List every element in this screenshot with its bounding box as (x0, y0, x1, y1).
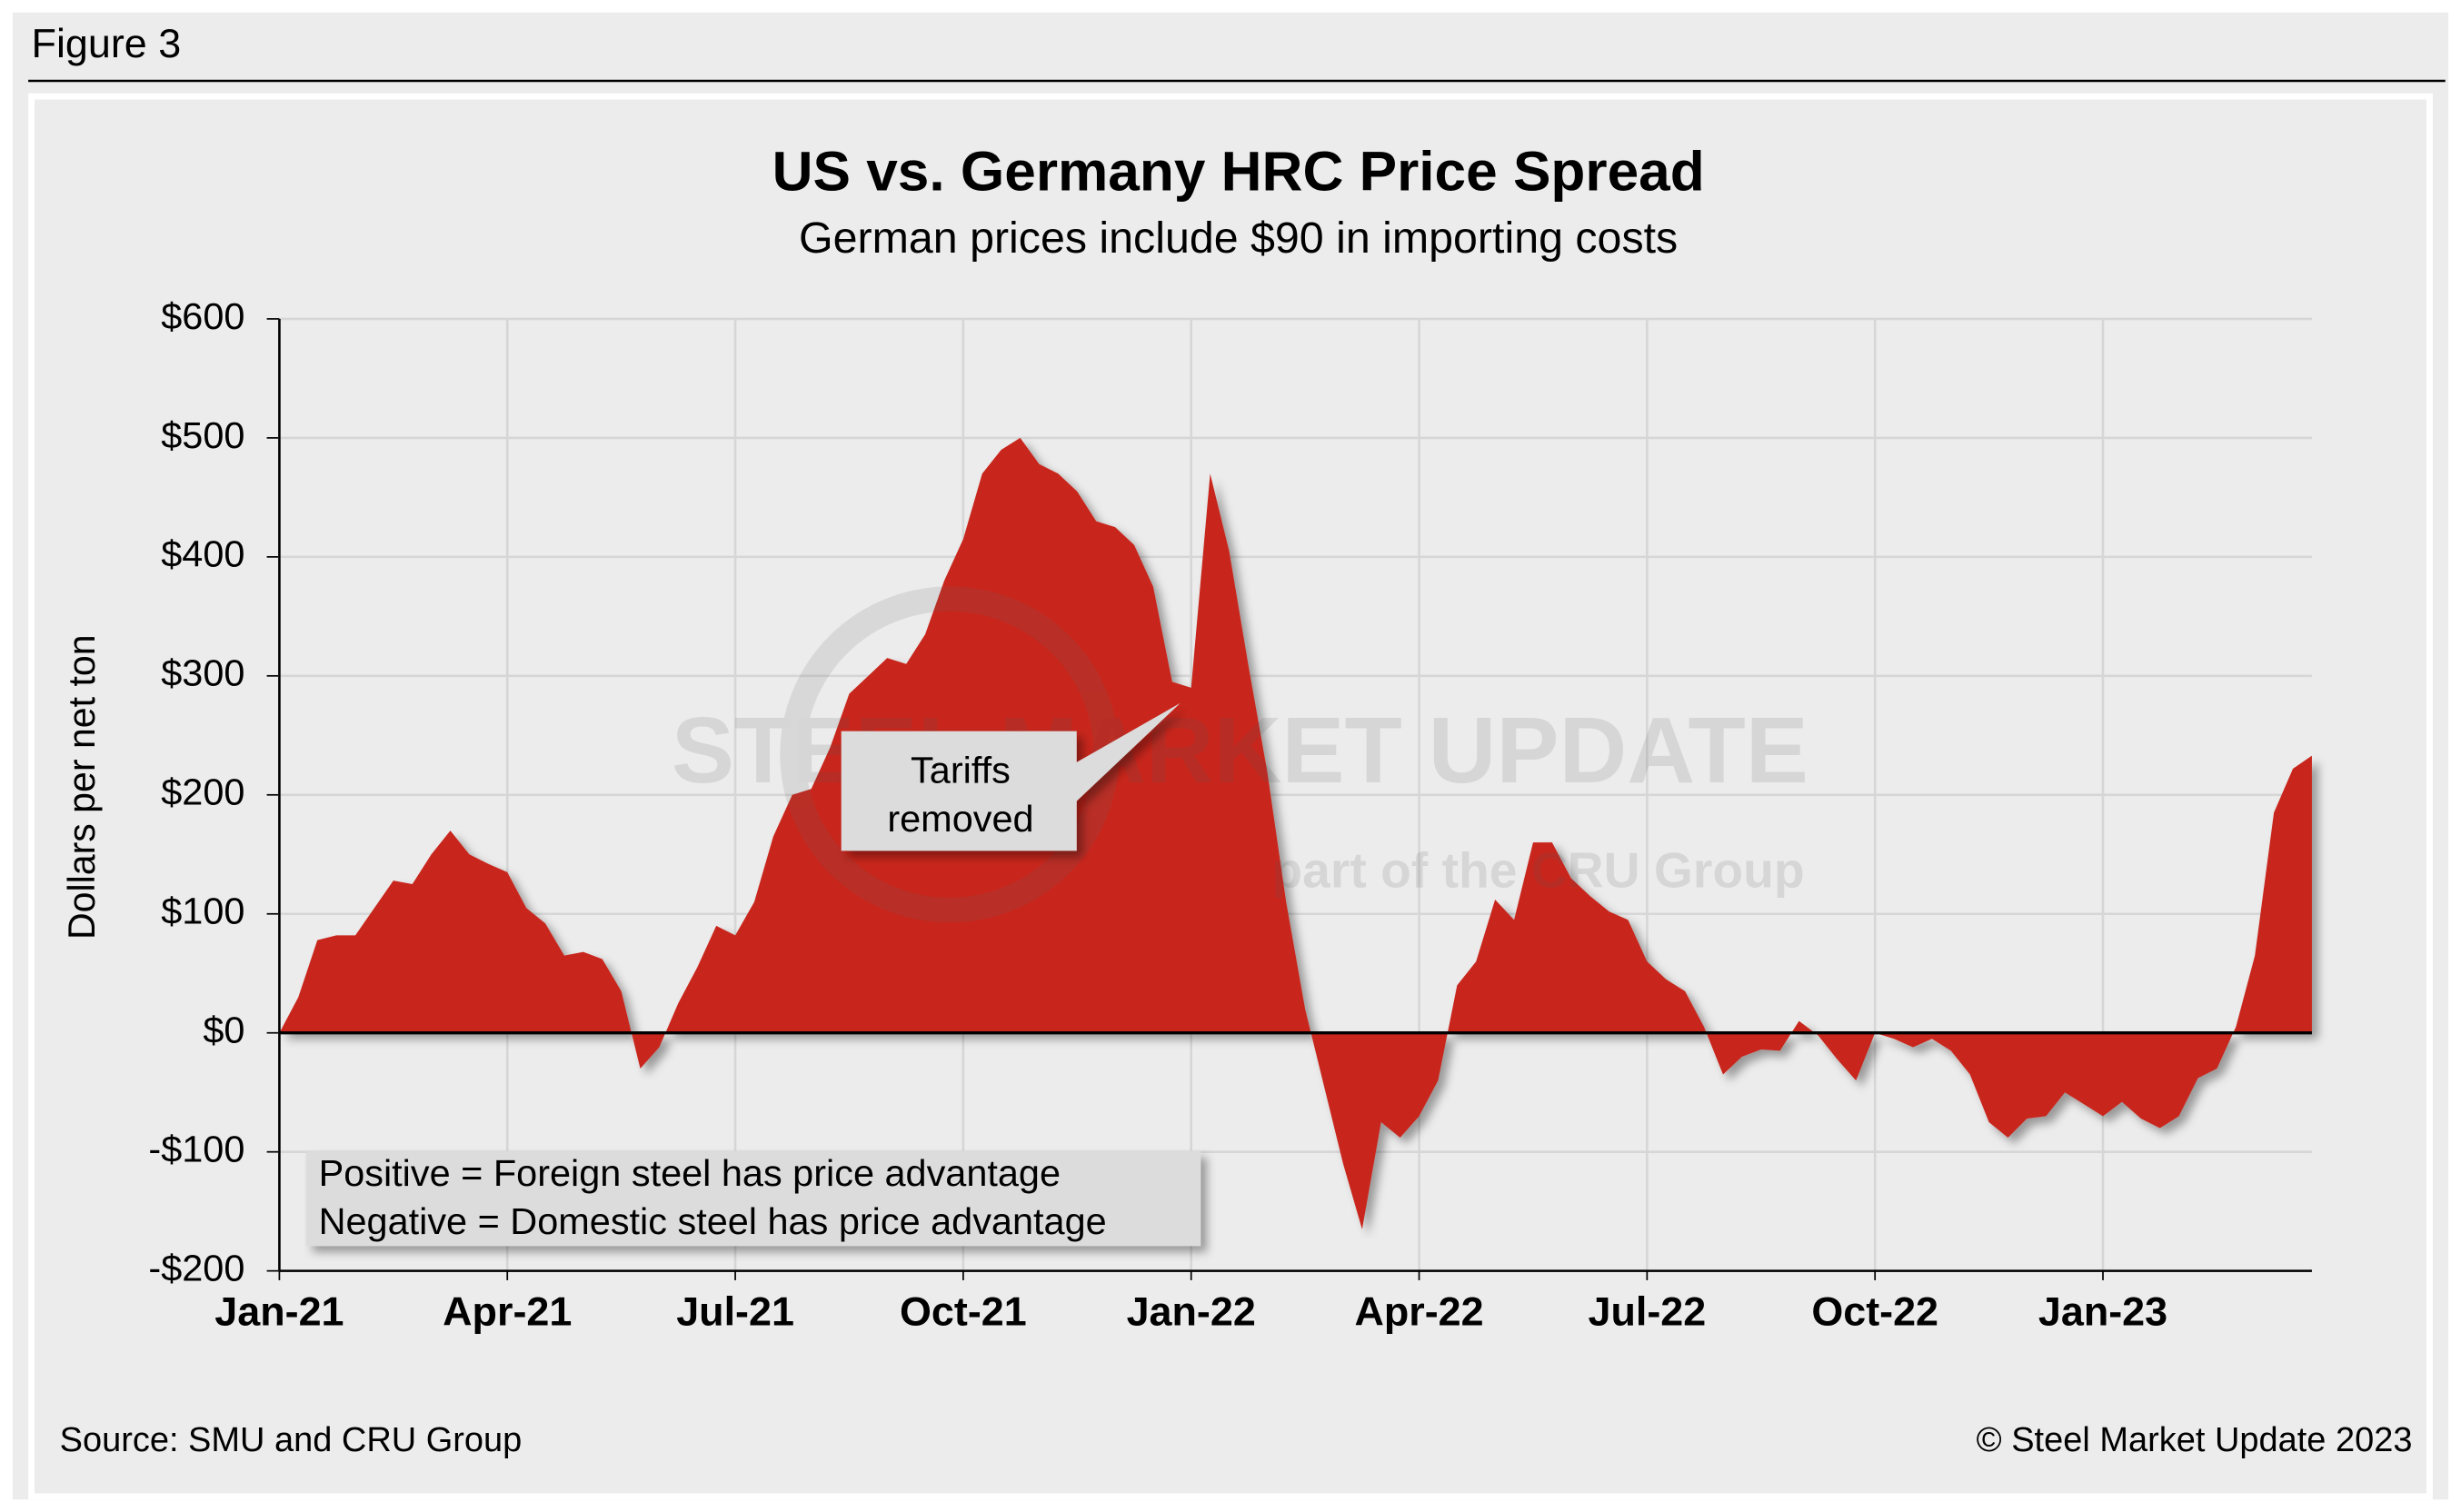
source: Source: SMU and CRU Group (60, 1421, 523, 1459)
callout-box (841, 702, 1181, 851)
watermark-subtext: part of the CRU Group (1271, 842, 1804, 899)
y-tick-label: -$100 (148, 1129, 244, 1170)
x-tick-label: Jul-21 (676, 1290, 794, 1335)
callout (841, 702, 1181, 851)
x-tick-label: Jan-21 (214, 1290, 344, 1335)
chart-subtitle: German prices include $90 in importing c… (799, 214, 1678, 263)
x-tick-label: Jan-22 (1127, 1290, 1256, 1335)
x-tick-label: Oct-21 (900, 1290, 1027, 1335)
x-tick-label: Jul-22 (1588, 1290, 1706, 1335)
y-tick-label: $600 (161, 295, 244, 337)
figure-label: Figure 3 (32, 22, 182, 66)
y-axis-label: Dollars per net ton (61, 634, 103, 940)
y-tick-label: $500 (161, 414, 244, 456)
note-box (305, 1150, 1201, 1247)
x-tick-label: Jan-23 (2038, 1290, 2167, 1335)
annotation-text: Tariffs (911, 750, 1011, 791)
note-text: Negative = Domestic steel has price adva… (319, 1200, 1107, 1242)
y-tick-label: $200 (161, 771, 244, 813)
x-tick-label: Apr-21 (443, 1290, 572, 1335)
x-tick-label: Apr-22 (1354, 1290, 1483, 1335)
annotation-text: removed (887, 798, 1033, 840)
note-text: Positive = Foreign steel has price advan… (319, 1152, 1061, 1194)
x-tick-label: Oct-22 (1811, 1290, 1938, 1335)
copyright: © Steel Market Update 2023 (1977, 1421, 2413, 1459)
y-tick-label: $400 (161, 533, 244, 575)
y-tick-label: $100 (161, 890, 244, 932)
chart-title: US vs. Germany HRC Price Spread (772, 141, 1705, 204)
watermark: STEEL MARKET UPDATE part of the CRU Grou… (672, 586, 1808, 923)
y-tick-label: $0 (203, 1010, 244, 1051)
y-tick-label: $300 (161, 652, 244, 694)
y-tick-label: -$200 (148, 1248, 244, 1289)
